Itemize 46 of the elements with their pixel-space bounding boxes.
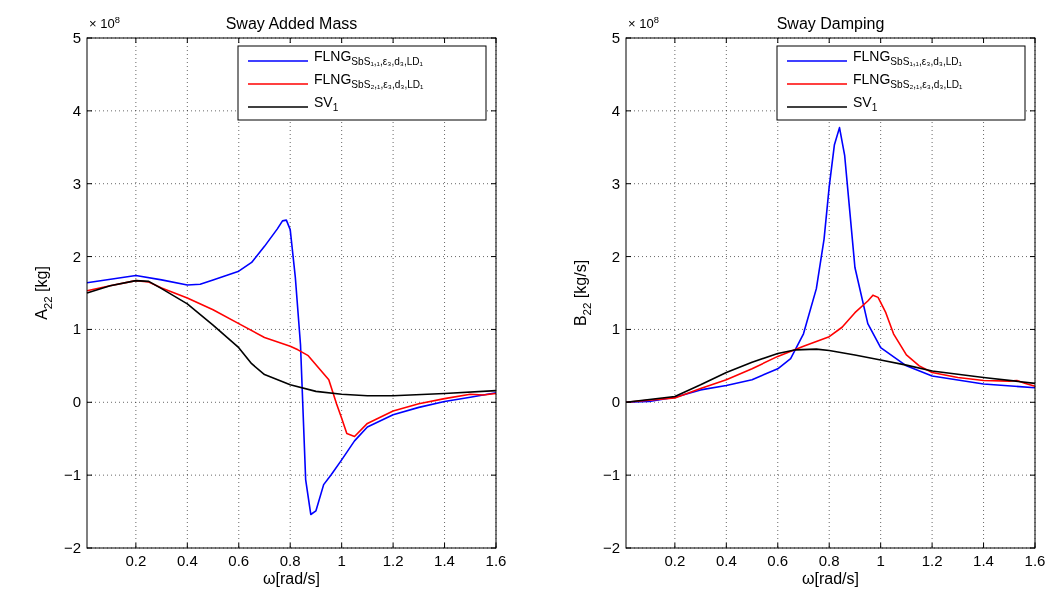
x-tick-label: 0.8 [818,552,840,569]
x-tick-label: 0.4 [715,552,737,569]
y-tick-label: 0 [611,393,620,411]
x-tick-label: 0.4 [176,552,198,569]
x-tick-label: 1.6 [1024,552,1046,569]
y-tick-label: −2 [602,539,620,556]
legend-label: FLNG$_{SbS₁,₁,ε₃,d₃,LD₁}$ [314,48,424,68]
x-tick-label: 1.4 [973,552,994,569]
x-tick-label: 1.2 [382,552,404,569]
text: × 10$^{8}$ [628,14,659,31]
y-tick-label: 1 [611,320,620,338]
x-tick-label: 0.8 [279,552,301,569]
x-tick-label: 1.4 [434,552,455,569]
y-tick-label: 5 [611,29,620,46]
y-tick-label: 4 [72,101,81,119]
line-series [86,279,497,438]
x-tick-label: 0.6 [767,552,789,569]
text: × 10$^{8}$ [89,14,120,31]
x-tick-label: 0.2 [664,552,686,569]
x-axis-title: ω[rad/s] [263,570,320,587]
x-tick-label: 1.6 [485,552,507,569]
legend-label: FLNG$_{SbS₁,₁,ε₃,d₃,LD₁}$ [853,48,963,68]
y-tick-label: 3 [72,174,81,192]
y-tick-label: 1 [72,320,81,338]
x-axis-title: ω[rad/s] [802,570,859,587]
x-tick-label: 0.6 [228,552,250,569]
y-tick-label: 0 [72,393,81,411]
x-tick-label: 0.2 [125,552,147,569]
line-series [86,219,497,516]
x-tick-label: 1 [876,552,885,569]
y-tick-label: 4 [611,101,620,119]
y-tick-label: −1 [602,466,620,484]
legend-label: FLNG$_{SbS₂,₁,ε₃,d₃,LD₁}$ [314,71,425,91]
chart-title: Sway Damping [776,15,885,32]
y-tick-label: −2 [63,539,81,556]
legend-label: FLNG$_{SbS₂,₁,ε₃,d₃,LD₁}$ [853,71,964,91]
y-tick-label: 2 [72,247,81,265]
legend-label: SV$_{1}$ [853,94,878,114]
y-tick-label: −1 [63,466,81,484]
legend-label: SV$_{1}$ [314,94,339,114]
chart-title: Sway Added Mass [225,15,358,32]
y-tick-label: 5 [72,29,81,46]
y-tick-label: 2 [611,247,620,265]
y-tick-label: 3 [611,174,620,192]
x-tick-label: 1 [337,552,346,569]
x-tick-label: 1.2 [921,552,943,569]
